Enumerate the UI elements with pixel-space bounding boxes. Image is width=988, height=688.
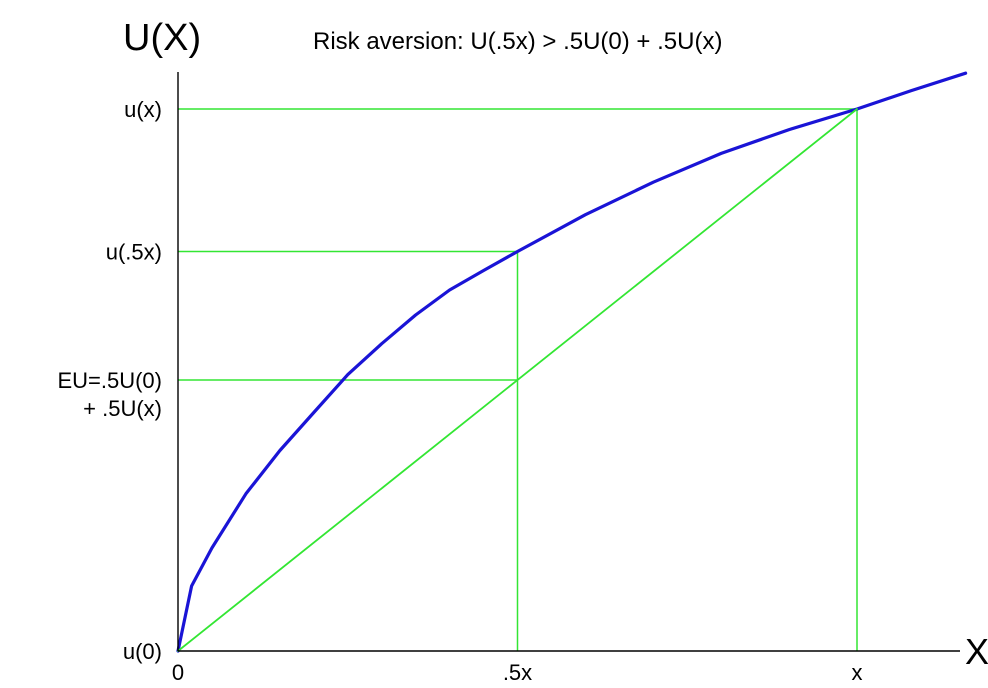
y-tick-label-2: u(.5x) [106, 240, 162, 265]
chart-title: Risk aversion: U(.5x) > .5U(0) + .5U(x) [313, 28, 722, 55]
chord-line [177, 108, 858, 652]
x-tick-label-1: .5x [503, 660, 532, 685]
y-tick-label-1: EU=.5U(0) [57, 368, 162, 393]
guide-lines [178, 108, 858, 651]
y-tick-labels: u(0) EU=.5U(0) + .5U(x) u(.5x) u(x) [57, 97, 162, 664]
axes [177, 72, 960, 652]
series-lines [176, 71, 968, 653]
x-axis-title: X [965, 631, 988, 672]
y-tick-label-1-line2: + .5U(x) [83, 396, 162, 421]
y-axis-title: U(X) [123, 17, 201, 59]
x-tick-label-0: 0 [172, 660, 184, 685]
y-tick-label-3: u(x) [124, 97, 162, 122]
utility-curve-line [176, 71, 968, 653]
x-tick-label-2: x [852, 660, 863, 685]
x-tick-labels: 0 .5x x [172, 660, 863, 685]
y-tick-label-0: u(0) [123, 639, 162, 664]
